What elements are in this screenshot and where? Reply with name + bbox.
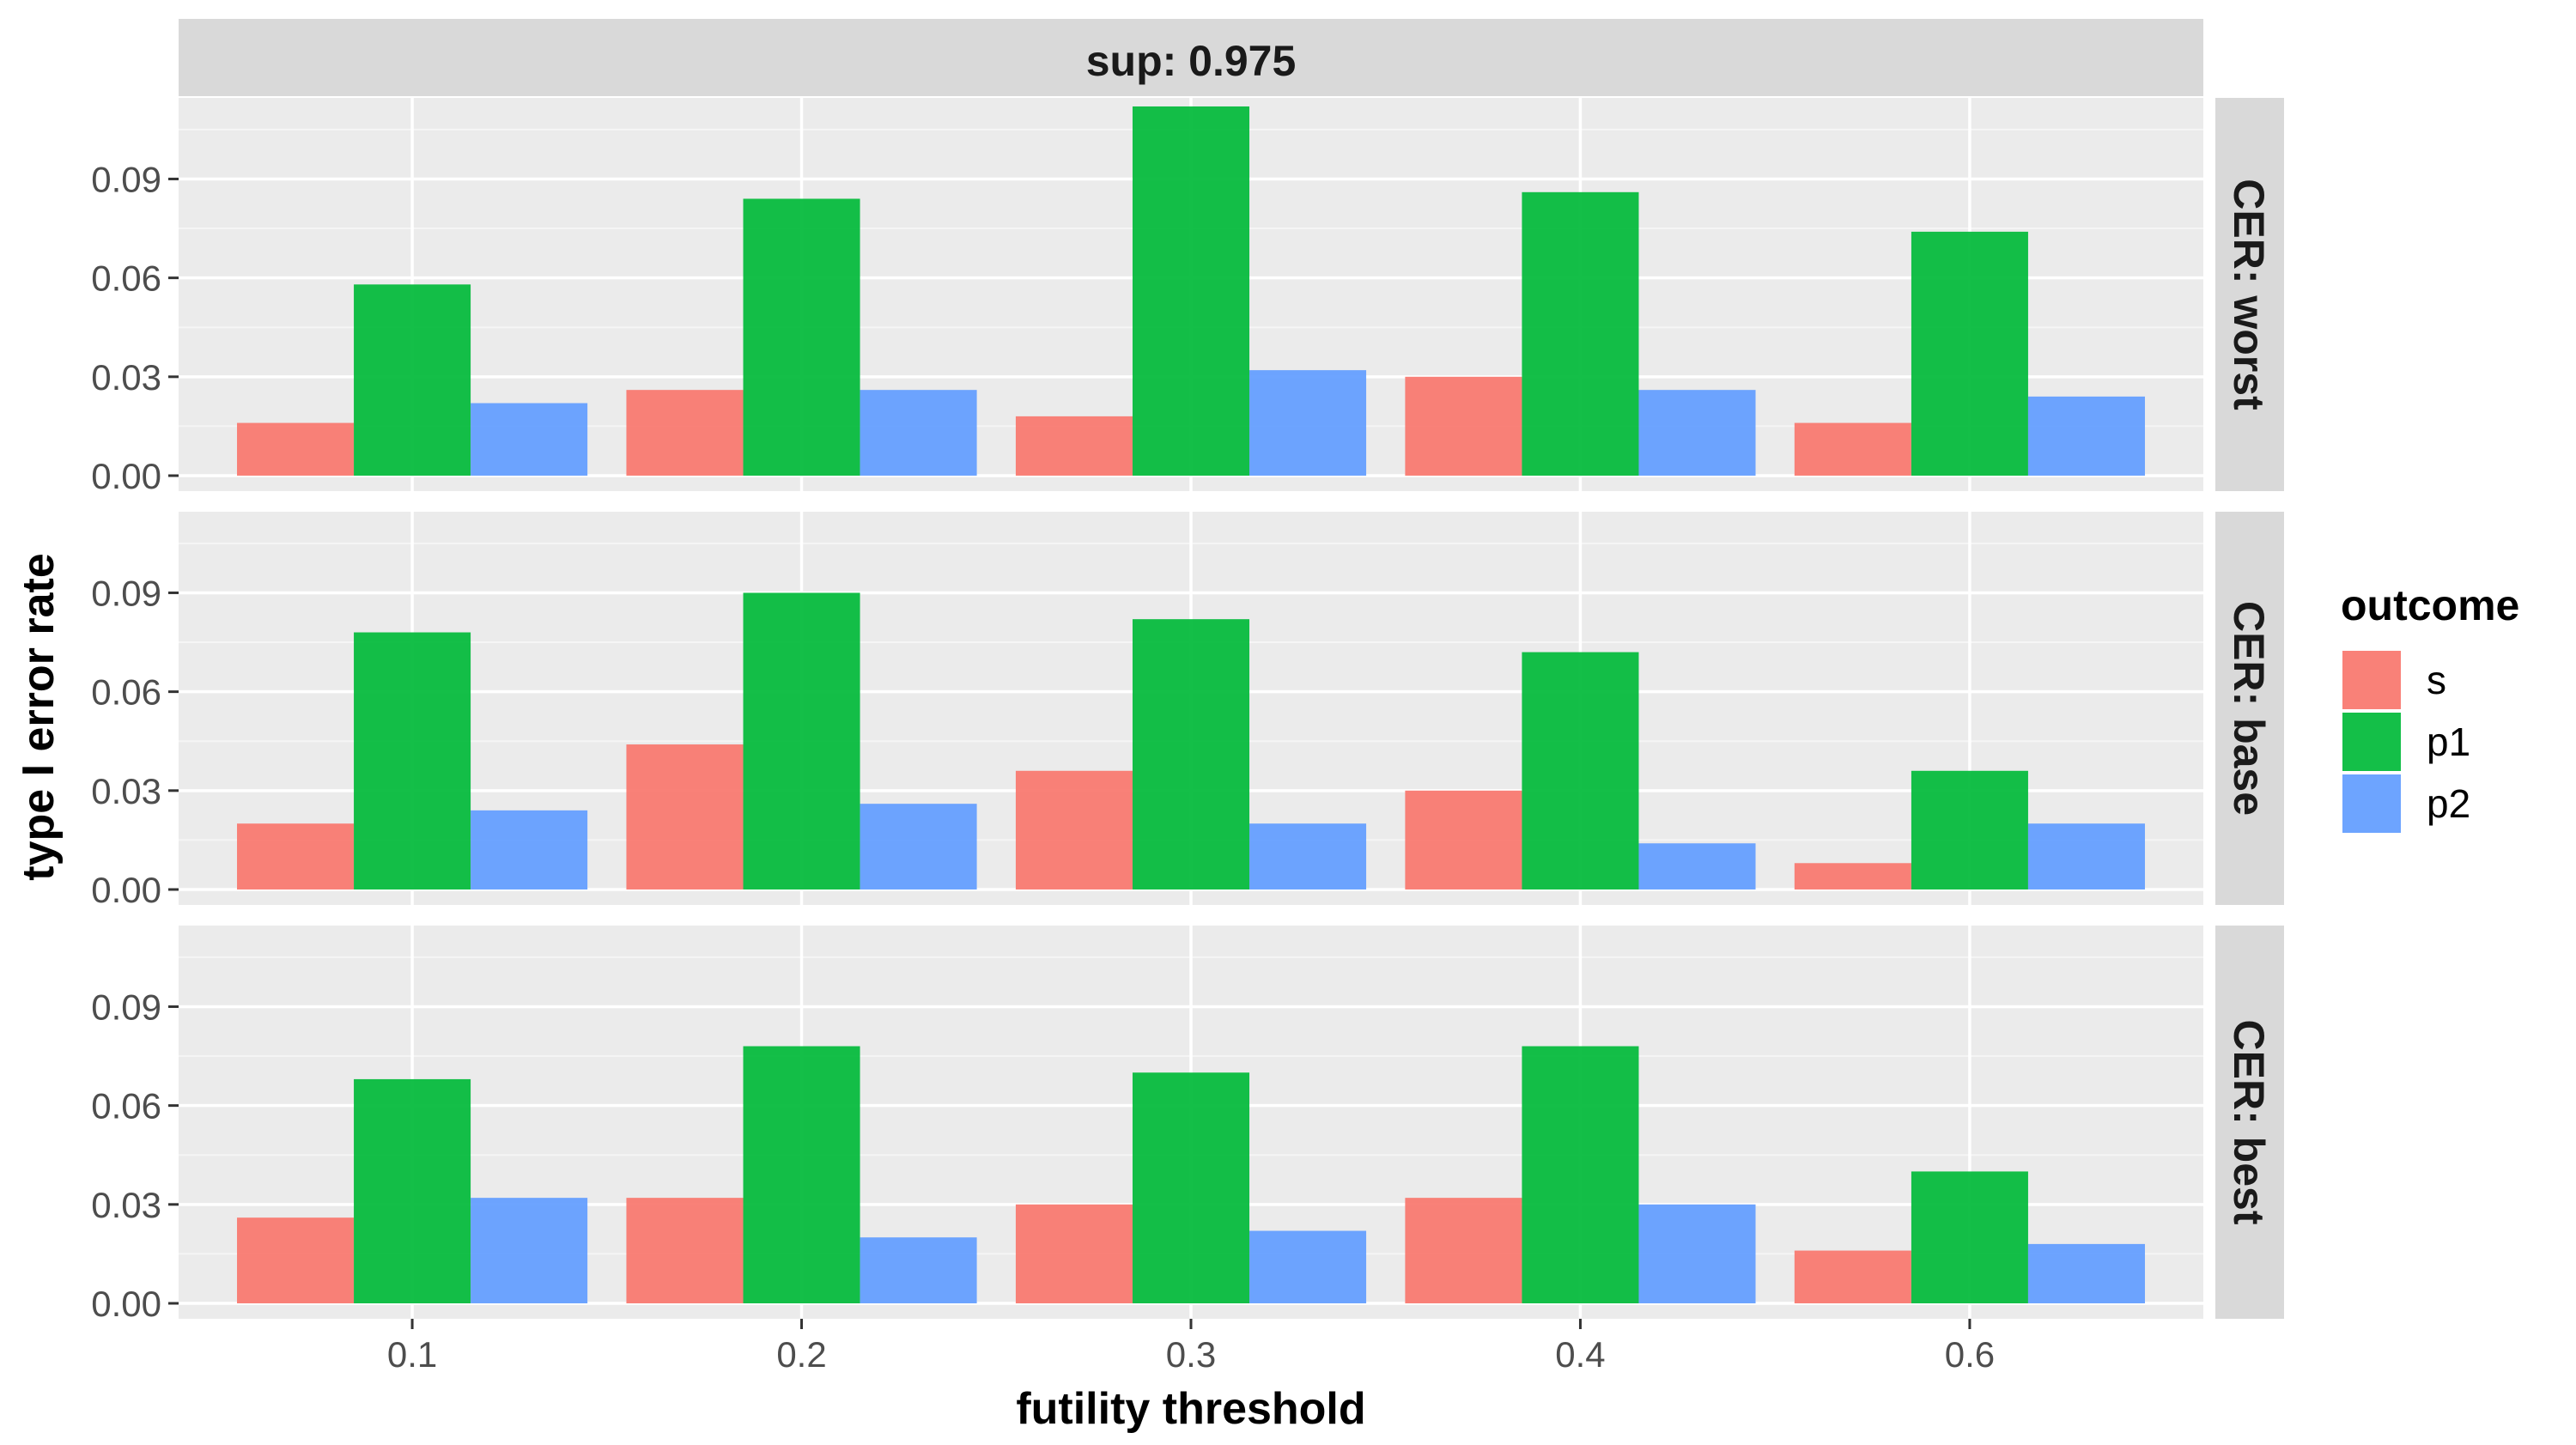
bar-p2-0.6 <box>2027 1243 2145 1303</box>
legend-key-p1 <box>2342 713 2401 771</box>
bar-s-0.2 <box>626 390 744 476</box>
panels-group: 0.000.030.060.09 CER: worst0.000.030.060.… <box>91 98 2284 1324</box>
y-tick-label: 0.09 <box>91 987 161 1027</box>
panel-strip-label: CER: best <box>2225 1020 2273 1225</box>
bar-p2-0.3 <box>1249 823 1367 889</box>
bar-p2-0.2 <box>860 390 977 476</box>
y-tick-label: 0.09 <box>91 159 161 199</box>
bar-p2-0.4 <box>1638 1204 1756 1303</box>
bar-p1-0.1 <box>354 1078 471 1303</box>
bar-p2-0.6 <box>2027 396 2145 476</box>
panel-strip <box>2215 926 2284 1319</box>
bar-s-0.4 <box>1405 376 1522 476</box>
x-tick-label: 0.3 <box>1166 1334 1216 1375</box>
legend-label-p2: p2 <box>2427 781 2470 826</box>
legend-label-p1: p1 <box>2427 719 2470 764</box>
y-tick-label: 0.03 <box>91 1185 161 1225</box>
bar-p1-0.2 <box>743 198 860 476</box>
bar-s-0.4 <box>1405 790 1522 889</box>
bar-p2-0.3 <box>1249 370 1367 476</box>
bar-s-0.6 <box>1794 863 1911 889</box>
y-tick-label: 0.06 <box>91 672 161 713</box>
bar-s-0.1 <box>237 823 355 889</box>
y-tick-label: 0.00 <box>91 870 161 910</box>
x-tick-labels: 0.1 0.2 0.3 0.4 0.6 <box>387 1319 1995 1375</box>
legend-title: outcome <box>2341 581 2519 629</box>
top-strip-label: sup: 0.975 <box>1086 37 1297 85</box>
x-tick-label: 0.1 <box>387 1334 437 1375</box>
legend: outcome s p1 p2 <box>2341 581 2519 833</box>
x-axis-title: futility threshold <box>1016 1384 1365 1434</box>
bar-p2-0.1 <box>471 1198 588 1303</box>
bar-p1-0.3 <box>1132 1072 1250 1303</box>
bar-p2-0.3 <box>1249 1230 1367 1303</box>
legend-entries: s p1 p2 <box>2342 651 2470 833</box>
bar-p1-0.4 <box>1522 652 1639 889</box>
y-tick-label: 0.06 <box>91 1086 161 1126</box>
x-tick-label: 0.4 <box>1555 1334 1605 1375</box>
panel-strip-label: CER: base <box>2225 601 2273 816</box>
bar-p1-0.2 <box>743 592 860 889</box>
top-strip <box>179 19 2203 96</box>
bar-p2-0.6 <box>2027 823 2145 889</box>
panel-strip <box>2215 98 2284 491</box>
y-tick-label: 0.00 <box>91 1284 161 1324</box>
bar-s-0.3 <box>1015 416 1133 476</box>
panel-2: 0.00 0.03 0.06 0.09 CER: base <box>91 512 2284 910</box>
bar-s-0.2 <box>626 744 744 889</box>
panel-strip-label: CER: worst <box>2225 179 2273 410</box>
y-tick-label: 0.03 <box>91 357 161 398</box>
bar-p1-0.6 <box>1911 231 2028 476</box>
bar-p2-0.1 <box>471 403 588 476</box>
bar-s-0.1 <box>237 422 355 476</box>
y-tick-label: 0.06 <box>91 258 161 299</box>
y-tick-label: 0.09 <box>91 573 161 613</box>
y-tick-label: 0.03 <box>91 771 161 811</box>
bar-p2-0.4 <box>1638 843 1756 889</box>
bar-p2-0.4 <box>1638 390 1756 476</box>
x-tick-label: 0.2 <box>776 1334 826 1375</box>
bar-s-0.1 <box>237 1217 355 1303</box>
panel-1: 0.00 0.03 0.06 0.09 CER: worst <box>91 98 2284 496</box>
bar-p1-0.6 <box>1911 770 2028 889</box>
bar-p1-0.2 <box>743 1046 860 1303</box>
panel-3: 0.00 0.03 0.06 0.09 CER: best <box>91 926 2284 1324</box>
bar-s-0.3 <box>1015 770 1133 889</box>
bar-s-0.2 <box>626 1198 744 1303</box>
bar-p2-0.2 <box>860 804 977 889</box>
bar-p2-0.1 <box>471 810 588 889</box>
bar-p2-0.2 <box>860 1237 977 1303</box>
bar-p1-0.3 <box>1132 619 1250 889</box>
legend-key-s <box>2342 651 2401 709</box>
bar-p1-0.4 <box>1522 1046 1639 1303</box>
bar-s-0.3 <box>1015 1204 1133 1303</box>
bar-p1-0.3 <box>1132 106 1250 477</box>
bar-s-0.6 <box>1794 1250 1911 1303</box>
bar-p1-0.1 <box>354 632 471 889</box>
x-tick-label: 0.6 <box>1945 1334 1995 1375</box>
bar-s-0.6 <box>1794 422 1911 476</box>
legend-key-p2 <box>2342 774 2401 833</box>
y-tick-label: 0.00 <box>91 456 161 496</box>
panel-strip <box>2215 512 2284 905</box>
y-axis-title: type I error rate <box>14 553 64 881</box>
bar-s-0.4 <box>1405 1198 1522 1303</box>
bar-p1-0.1 <box>354 284 471 476</box>
bar-p1-0.6 <box>1911 1171 2028 1303</box>
legend-label-s: s <box>2427 658 2446 702</box>
bar-p1-0.4 <box>1522 191 1639 476</box>
